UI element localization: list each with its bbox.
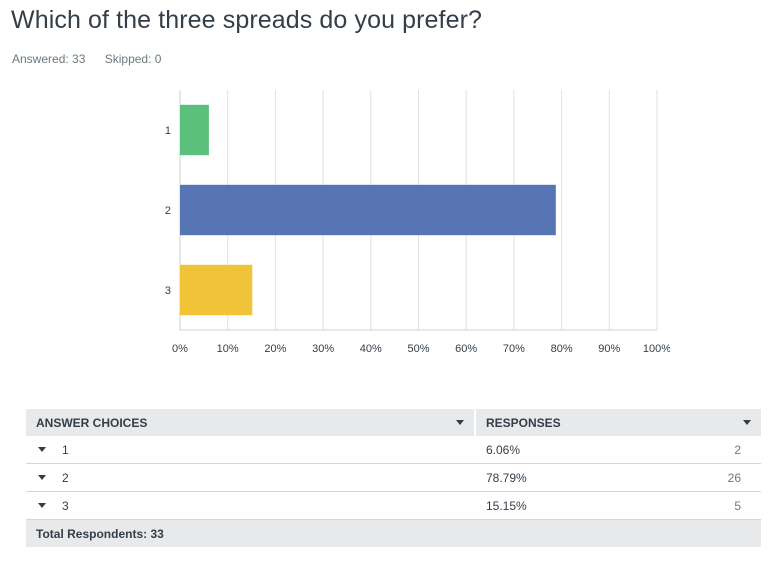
x-tick-label: 10% xyxy=(217,343,239,355)
x-tick-label: 60% xyxy=(455,343,477,355)
y-tick-label: 1 xyxy=(165,125,171,137)
table-row: 1 6.06% 2 xyxy=(26,436,761,464)
responses-header[interactable]: RESPONSES xyxy=(476,409,761,436)
y-tick-label: 3 xyxy=(165,285,171,297)
x-tick-label: 90% xyxy=(598,343,620,355)
response-count: 2 xyxy=(734,442,741,457)
total-respondents: Total Respondents: 33 xyxy=(26,520,761,547)
bar xyxy=(180,104,209,156)
table-row: 3 15.15% 5 xyxy=(26,492,761,520)
responses-header-label: RESPONSES xyxy=(486,415,561,430)
bar xyxy=(180,264,253,316)
x-tick-label: 30% xyxy=(312,343,334,355)
skipped-count: Skipped: 0 xyxy=(104,52,162,66)
choice-label: 1 xyxy=(62,442,69,457)
response-percent: 15.15% xyxy=(486,498,527,513)
answer-choices-header[interactable]: ANSWER CHOICES xyxy=(26,409,474,436)
response-stats: Answered: 33 Skipped: 0 xyxy=(12,52,177,66)
table-header: ANSWER CHOICES RESPONSES xyxy=(26,409,761,436)
x-tick-label: 0% xyxy=(172,343,188,355)
bar xyxy=(180,184,556,236)
response-percent: 78.79% xyxy=(486,470,527,485)
expand-caret-icon[interactable] xyxy=(38,503,46,508)
x-tick-label: 70% xyxy=(503,343,525,355)
bar-chart: 0% 10% 20% 30% 40% 50% 60% 70% 80% 90% 100% 1 2 3 xyxy=(165,90,670,355)
response-count: 26 xyxy=(727,470,741,485)
question-title: Which of the three spreads do you prefer… xyxy=(11,6,483,34)
x-tick-label: 20% xyxy=(264,343,286,355)
choice-cell: 2 xyxy=(26,471,476,485)
responses-table: ANSWER CHOICES RESPONSES 1 6.06% 2 2 78.… xyxy=(26,409,761,547)
x-tick-label: 80% xyxy=(551,343,573,355)
sort-caret-icon[interactable] xyxy=(743,420,751,425)
y-tick-label: 2 xyxy=(165,205,171,217)
choice-label: 2 xyxy=(62,470,69,485)
response-percent: 6.06% xyxy=(486,442,521,457)
choice-label: 3 xyxy=(62,498,69,513)
x-tick-label: 40% xyxy=(360,343,382,355)
choice-cell: 3 xyxy=(26,499,476,513)
sort-caret-icon[interactable] xyxy=(456,420,464,425)
table-row: 2 78.79% 26 xyxy=(26,464,761,492)
expand-caret-icon[interactable] xyxy=(38,447,46,452)
x-tick-label: 50% xyxy=(407,343,429,355)
x-tick-label: 100% xyxy=(643,343,670,355)
expand-caret-icon[interactable] xyxy=(38,475,46,480)
choice-cell: 1 xyxy=(26,443,476,457)
answered-count: Answered: 33 xyxy=(12,52,86,66)
answer-choices-header-label: ANSWER CHOICES xyxy=(36,415,148,430)
response-count: 5 xyxy=(734,498,741,513)
